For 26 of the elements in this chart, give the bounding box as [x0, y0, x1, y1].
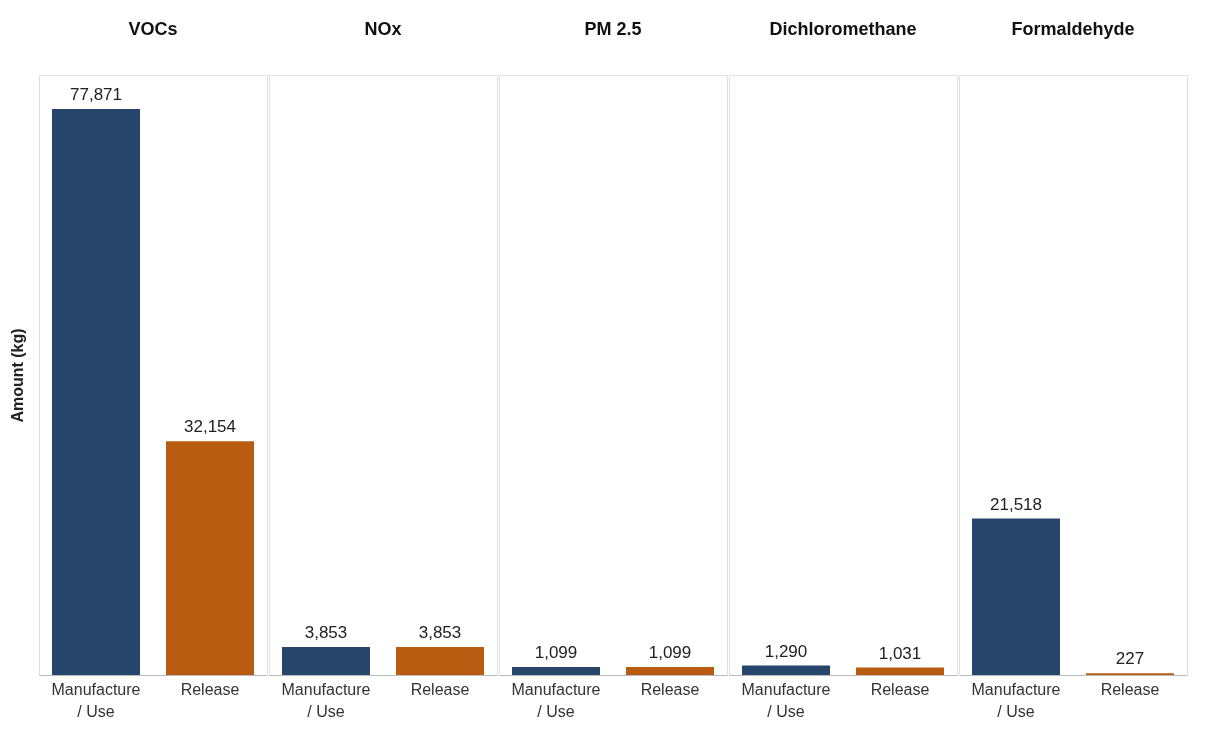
- x-tick-label: Manufacture / Use: [971, 680, 1061, 720]
- x-tick-label: Manufacture / Use: [51, 680, 141, 720]
- x-tick-label: Release: [640, 680, 700, 698]
- x-tick-label: Manufacture / Use: [741, 680, 831, 720]
- x-tick-label: Release: [180, 680, 240, 698]
- x-tick-label: Manufacture / Use: [281, 680, 371, 720]
- data-label: 227: [1115, 649, 1145, 669]
- x-tick-label: Release: [1100, 680, 1160, 698]
- data-label: 1,099: [648, 643, 692, 663]
- x-tick-label: Release: [410, 680, 470, 698]
- chart-title: PM 2.5: [584, 19, 642, 39]
- chart-title: Dichloromethane: [769, 19, 917, 39]
- chart-title: NOx: [364, 19, 402, 39]
- y-axis-title: Amount (kg): [8, 328, 26, 423]
- data-label: 1,099: [534, 643, 578, 663]
- x-tick-label: Manufacture / Use: [511, 680, 601, 720]
- data-label: 1,290: [764, 641, 808, 661]
- data-label: 32,154: [184, 417, 236, 437]
- chart-title: Formaldehyde: [1011, 19, 1135, 39]
- data-label: 77,871: [70, 84, 122, 104]
- chart-title: VOCs: [128, 19, 178, 39]
- data-label: 1,031: [878, 643, 922, 663]
- data-label: 3,853: [418, 622, 462, 642]
- data-label: 3,853: [304, 622, 348, 642]
- data-label: 21,518: [990, 494, 1042, 514]
- x-tick-label: Release: [870, 680, 930, 698]
